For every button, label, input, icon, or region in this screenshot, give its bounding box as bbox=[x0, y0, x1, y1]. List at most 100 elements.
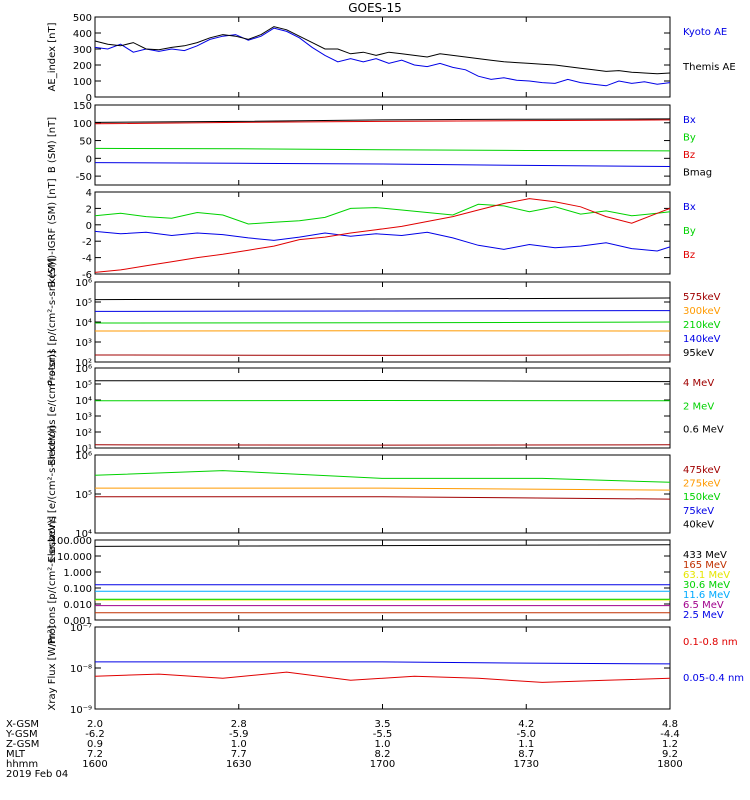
series-line bbox=[95, 661, 671, 665]
y-tick-label: 10⁶ bbox=[75, 278, 92, 289]
y-tick-label: 150 bbox=[73, 101, 92, 112]
legend-label: By bbox=[683, 226, 696, 237]
y-tick-label: 10⁻⁹ bbox=[70, 705, 92, 716]
y-axis-label: Protons [p/(cm²-s-sr-keV)] bbox=[47, 258, 58, 386]
panel-frame bbox=[94, 626, 671, 710]
legend-label: Bx bbox=[683, 202, 696, 213]
legend-label: By bbox=[683, 133, 696, 144]
ephemeris-value: 2.0 bbox=[87, 719, 103, 730]
panel-6: 10⁴ 10⁵ 10⁶ Electrons [e/(cm²-s-sr-keV)] 475… bbox=[47, 425, 721, 562]
y-tick-label: 300 bbox=[73, 45, 92, 56]
panel-frame bbox=[94, 16, 671, 98]
ephemeris-value: 9.2 bbox=[662, 749, 678, 760]
panel-7: 0.001 0.010 0.100 1.000 10.000 100.000Protons… bbox=[47, 516, 730, 644]
y-tick-label: 0 bbox=[86, 221, 92, 232]
y-tick-label: 10⁻⁸ bbox=[70, 664, 92, 675]
legend-label: 95keV bbox=[683, 348, 714, 359]
y-tick-label: 0 bbox=[86, 93, 92, 104]
legend-label: 30.6 MeV bbox=[683, 580, 730, 591]
legend-label: Bmag bbox=[683, 168, 712, 179]
y-axis-label: Electrons [e/(cm²-s-sr-keV)] bbox=[47, 425, 58, 562]
ephemeris-value: 3.5 bbox=[375, 719, 391, 730]
series-line bbox=[94, 27, 671, 87]
series-line bbox=[94, 118, 671, 123]
legend-label: 275keV bbox=[683, 479, 721, 490]
series-line bbox=[95, 487, 671, 491]
ephemeris-value: 1600 bbox=[82, 759, 107, 770]
y-tick-label: 10³ bbox=[75, 338, 92, 349]
legend-label: 140keV bbox=[683, 334, 721, 345]
panel-4: 10² 10³ 10⁴ 10⁵ 10⁶ Protons [p/(cm²-s-sr-keV)… bbox=[47, 258, 721, 386]
series-line bbox=[94, 230, 671, 252]
legend-label: 2 MeV bbox=[683, 401, 714, 412]
y-tick-label: 100 bbox=[73, 119, 92, 130]
series-line bbox=[94, 321, 671, 324]
y-tick-label: 0 bbox=[86, 154, 92, 165]
series-line bbox=[94, 198, 671, 273]
panel-3: -6 -4 -2 0 2 4 B (SM)-IGRF (SM) [nT] Bx By Bz bbox=[47, 178, 696, 287]
ephemeris-value: 1.0 bbox=[375, 739, 391, 750]
panel-frame bbox=[94, 454, 671, 534]
y-axis-label: AE_index [nT] bbox=[47, 22, 58, 91]
legend-label: 11.6 MeV bbox=[683, 590, 730, 601]
y-tick-label: 10⁶ bbox=[75, 451, 92, 462]
legend-label: 475keV bbox=[683, 465, 721, 476]
y-tick-label: 4 bbox=[86, 188, 92, 199]
date-label: 2019 Feb 04 bbox=[6, 769, 68, 780]
y-tick-label: 10.000 bbox=[57, 552, 92, 563]
legend-label: Themis AE bbox=[682, 62, 736, 73]
y-axis-label: Xray Flux [W/m²] bbox=[47, 625, 58, 710]
ephemeris-value: 8.2 bbox=[375, 749, 391, 760]
ephemeris-value: 1630 bbox=[226, 759, 251, 770]
series-line bbox=[95, 496, 671, 500]
y-tick-label: 10⁵ bbox=[75, 298, 92, 309]
legend-label: Bx bbox=[683, 115, 696, 126]
legend-label: 433 MeV bbox=[683, 550, 727, 561]
legend-label: Kyoto AE bbox=[683, 27, 727, 38]
legend-label: 0.05-0.4 nm bbox=[683, 673, 744, 684]
series-line bbox=[94, 119, 671, 125]
ephemeris-row-label: hhmm bbox=[6, 759, 38, 770]
y-tick-label: 10² bbox=[75, 428, 92, 439]
y-tick-label: 10⁵ bbox=[75, 380, 92, 391]
legend-label: 210keV bbox=[683, 320, 721, 331]
y-tick-label: 0.001 bbox=[63, 616, 92, 627]
legend-label: 165 MeV bbox=[683, 560, 727, 571]
series-line bbox=[94, 147, 671, 152]
panel-frame bbox=[94, 367, 671, 449]
ephemeris-value: 7.7 bbox=[231, 749, 247, 760]
y-tick-label: 200 bbox=[73, 61, 92, 72]
legend-label: 0.1-0.8 nm bbox=[683, 637, 738, 648]
y-axis-label: Electrons [e/(cm²-s-sr)] bbox=[47, 350, 58, 466]
y-axis-label: Protons [p/(cm²-s-sr-keV)] bbox=[47, 516, 58, 644]
legend-label: 0.6 MeV bbox=[683, 425, 724, 436]
legend-label: 150keV bbox=[683, 492, 721, 503]
y-tick-label: 500 bbox=[73, 13, 92, 24]
y-tick-label: 10⁵ bbox=[75, 490, 92, 501]
legend-label: 75keV bbox=[683, 506, 714, 517]
ephemeris-row-label: Z-GSM bbox=[6, 739, 39, 750]
y-tick-label: 10¹ bbox=[75, 444, 92, 455]
ephemeris-value: 0.9 bbox=[87, 739, 103, 750]
panel-1: 0 100 200 300 400 500 AE_index [nT] Kyoto AE The… bbox=[47, 13, 736, 104]
legend-label: Bz bbox=[683, 250, 695, 261]
y-axis-label: B (SM)-IGRF (SM) [nT] bbox=[47, 178, 58, 287]
y-tick-label: 10⁴ bbox=[75, 396, 92, 407]
y-tick-label: 2 bbox=[86, 204, 92, 215]
ephemeris-row-label: Y-GSM bbox=[5, 729, 38, 740]
ephemeris-value: 1700 bbox=[370, 759, 395, 770]
y-tick-label: 100 bbox=[73, 77, 92, 88]
y-tick-label: 10² bbox=[75, 358, 92, 369]
ephemeris-value: 1800 bbox=[657, 759, 682, 770]
series-line bbox=[94, 379, 671, 383]
ephemeris-value: 4.8 bbox=[662, 719, 678, 730]
series-line bbox=[94, 203, 671, 225]
panel-frame bbox=[94, 104, 671, 186]
ephemeris-value: 8.7 bbox=[518, 749, 534, 760]
panel-2: -50 0 50 100 150 B (SM) [nT] Bx By Bz Bmag bbox=[47, 101, 712, 186]
legend-label: 575keV bbox=[683, 292, 721, 303]
y-tick-label: 1.000 bbox=[63, 568, 92, 579]
y-tick-label: 400 bbox=[73, 29, 92, 40]
y-tick-label: 0.010 bbox=[63, 600, 92, 611]
y-tick-label: 100.000 bbox=[51, 536, 92, 547]
